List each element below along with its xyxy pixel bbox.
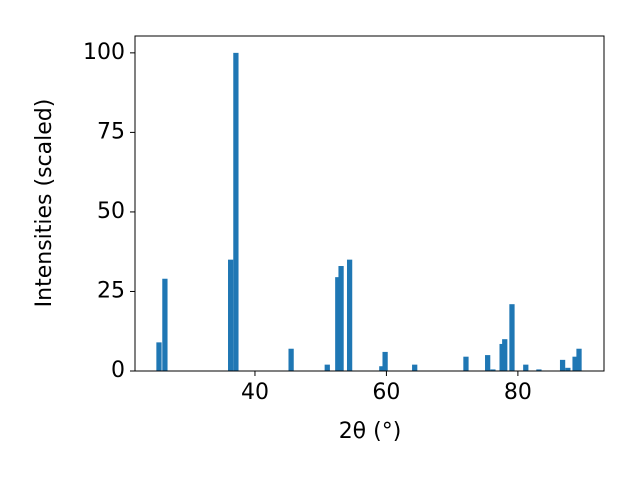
x-tick-label: 80: [504, 380, 532, 405]
bar: [324, 364, 330, 371]
y-axis-label: Intensities (scaled): [32, 99, 57, 308]
axes-frame: [134, 35, 605, 372]
y-tick-label: 50: [97, 199, 125, 224]
x-tick-label: 40: [241, 380, 269, 405]
bar: [576, 348, 582, 371]
bar: [509, 304, 515, 371]
bar: [335, 277, 341, 371]
bar: [156, 342, 162, 371]
bar: [228, 259, 234, 371]
bar: [338, 266, 344, 371]
bar: [162, 278, 168, 371]
bar: [463, 356, 469, 371]
bar: [346, 259, 353, 371]
y-tick-label: 100: [83, 40, 125, 65]
bar: [502, 339, 508, 371]
bar: [412, 364, 418, 371]
bar: [490, 369, 496, 371]
y-tick-label: 75: [97, 119, 125, 144]
plot-area: [156, 52, 582, 371]
bar: [288, 348, 294, 371]
x-axis-label: 2θ (°): [339, 419, 402, 444]
bar: [565, 367, 571, 371]
bar: [559, 359, 566, 371]
bar: [536, 369, 542, 371]
bar: [233, 52, 239, 371]
x-tick-label: 60: [372, 380, 400, 405]
y-tick-label: 0: [111, 358, 125, 383]
y-tick-label: 25: [97, 278, 125, 303]
bar: [382, 351, 388, 371]
bar: [572, 356, 578, 371]
bar: [485, 355, 491, 371]
bar: [379, 366, 385, 371]
bar: [523, 364, 529, 371]
